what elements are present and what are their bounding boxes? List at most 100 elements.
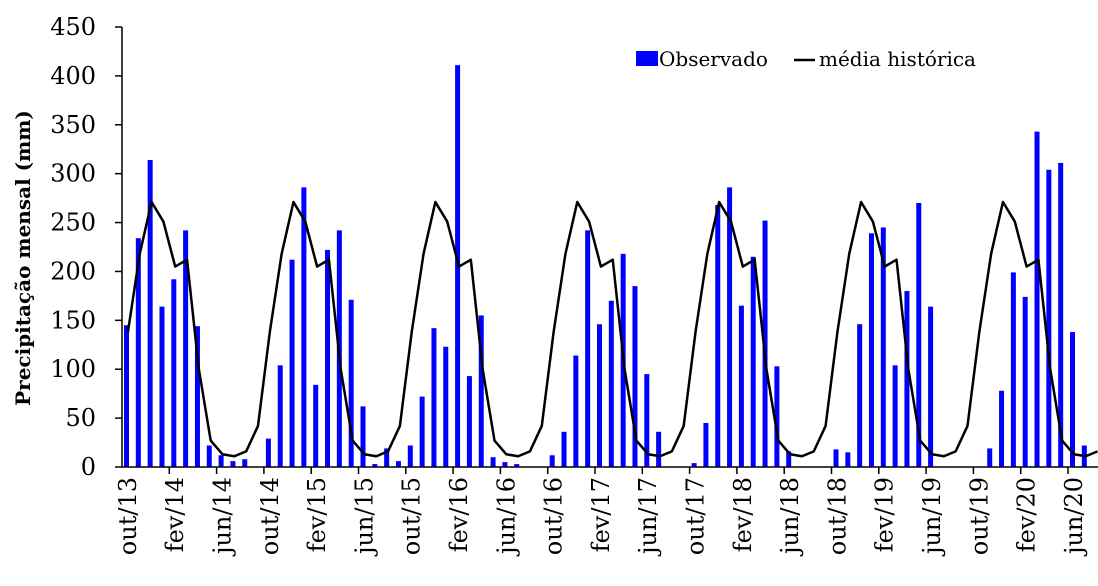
- y-tick-label: 450: [50, 13, 96, 41]
- bar-observado: [171, 279, 177, 467]
- bar-observado: [597, 324, 602, 467]
- bar-observado: [242, 459, 248, 467]
- bar-observado: [407, 445, 413, 467]
- bar-observado: [384, 448, 390, 467]
- bar-observado: [419, 396, 425, 467]
- bar-observado: [313, 384, 319, 467]
- bar-observado: [715, 204, 721, 467]
- bar-observado: [360, 406, 366, 467]
- x-tick-label: out/13: [114, 477, 142, 555]
- bar-observado: [1034, 131, 1040, 467]
- x-tick-label: jun/19: [918, 477, 946, 557]
- bar-observado: [277, 365, 283, 467]
- bar-observado: [289, 259, 295, 467]
- bar-observado: [265, 438, 271, 467]
- bar-observado: [183, 230, 189, 467]
- bar-observado: [892, 365, 898, 467]
- x-tick-label: out/18: [823, 477, 851, 555]
- bar-observado: [762, 220, 768, 467]
- x-tick-label: fev/18: [729, 477, 757, 552]
- bar-observado: [691, 463, 697, 467]
- bar-observado: [301, 187, 307, 468]
- bar-observado: [431, 328, 437, 467]
- bar-observado: [549, 455, 555, 467]
- bar-observado: [514, 464, 520, 467]
- bar-observado: [727, 187, 733, 468]
- x-tick-label: fev/15: [303, 477, 331, 552]
- bar-observado: [230, 461, 236, 467]
- x-tick-label: jun/15: [350, 477, 378, 557]
- bar-observado: [325, 249, 331, 467]
- x-tick-label: fev/17: [587, 477, 615, 552]
- bar-observado: [987, 448, 993, 467]
- legend: Observado média histórica: [636, 47, 976, 71]
- y-tick-label: 300: [50, 160, 96, 188]
- bar-observado: [443, 346, 449, 467]
- x-tick-label: fev/16: [445, 477, 473, 552]
- bar-observado: [1022, 296, 1028, 467]
- bar-observado: [490, 457, 496, 467]
- x-tick-label: out/14: [256, 477, 284, 555]
- bar-observado: [833, 449, 839, 467]
- bar-observado: [194, 326, 200, 467]
- bar-observado: [1058, 162, 1064, 467]
- bar-observado: [585, 230, 591, 467]
- bar-observado: [904, 291, 910, 467]
- bar-observado: [573, 355, 579, 467]
- x-tick-label: jun/18: [776, 477, 804, 557]
- bar-observado: [868, 233, 874, 467]
- bar-observado: [561, 431, 567, 467]
- bar-observado: [147, 159, 153, 468]
- bar-observado: [656, 431, 662, 467]
- x-tick-label: out/16: [540, 477, 568, 555]
- bar-observado: [644, 374, 650, 467]
- y-axis-title: Precipitação mensal (mm): [11, 110, 35, 406]
- bar-observado: [135, 238, 141, 467]
- x-tick-label: jun/20: [1060, 477, 1088, 557]
- x-tick-label: out/17: [682, 477, 710, 555]
- bar-observado: [478, 315, 484, 467]
- x-tick-label: jun/17: [634, 477, 662, 557]
- bar-observado: [608, 300, 614, 467]
- bar-observado: [159, 306, 165, 467]
- bar-observado: [738, 305, 744, 467]
- line-media-historica: [126, 200, 1098, 458]
- legend-label-media-historica: média histórica: [819, 47, 976, 71]
- y-tick-label: 200: [50, 257, 96, 285]
- x-tick-label: fev/14: [161, 477, 189, 552]
- bar-observado: [845, 452, 851, 467]
- y-tick-label: 350: [50, 111, 96, 139]
- x-tick-label: fev/19: [871, 477, 899, 552]
- bar-observado: [502, 462, 508, 467]
- bar-observado: [1010, 272, 1016, 467]
- bar-observado: [218, 455, 224, 467]
- bar-observado: [1070, 332, 1075, 467]
- bar-observado: [206, 445, 212, 467]
- bar-observado: [124, 325, 129, 467]
- x-tick-label: out/15: [398, 477, 426, 555]
- bar-observado: [348, 299, 354, 467]
- bar-observado: [372, 464, 378, 467]
- y-tick-label: 50: [65, 404, 96, 432]
- bar-observado: [916, 203, 922, 467]
- bar-observado: [928, 306, 934, 467]
- bar-observado: [880, 227, 886, 467]
- x-tick-label: out/19: [965, 477, 993, 555]
- bar-observado: [632, 286, 638, 467]
- y-tick-label: 400: [50, 62, 96, 90]
- bar-observado: [703, 423, 709, 467]
- bar-observado: [774, 366, 780, 467]
- bar-observado: [750, 256, 756, 467]
- y-tick-label: 0: [81, 453, 96, 481]
- y-tick-label: 250: [50, 209, 96, 237]
- bar-observado: [466, 376, 472, 467]
- x-tick-label: jun/14: [209, 477, 237, 557]
- legend-swatch-observado: [636, 51, 658, 66]
- bar-observado: [1046, 169, 1052, 467]
- y-tick-label: 100: [50, 355, 96, 383]
- bar-observado: [999, 390, 1005, 467]
- x-tick-label: fev/20: [1013, 477, 1041, 552]
- bar-observado: [395, 461, 401, 467]
